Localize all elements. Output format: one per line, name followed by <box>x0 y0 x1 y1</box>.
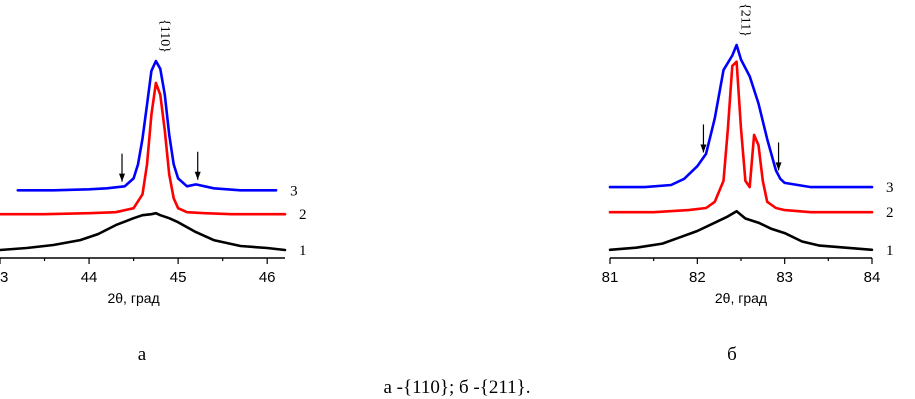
panel-a-curve-label-3: 3 <box>290 183 298 199</box>
panel-b-x-tick-label: 84 <box>864 269 881 286</box>
panel-b-series-3-line <box>608 43 874 189</box>
panel-a-arrow-head <box>194 171 201 180</box>
panel-a-peak-label: {110} <box>157 19 172 53</box>
panel-b-letter: б <box>727 344 737 365</box>
panel-a-x-tick-label: 46 <box>259 269 276 286</box>
panel-b-curve-label-2: 2 <box>886 205 894 221</box>
panel-b-curve-label-1: 1 <box>886 243 894 259</box>
panel-b-x-tick-label: 82 <box>689 269 706 286</box>
panel-a-series-3-line <box>16 59 278 192</box>
panel-b-series-1-line <box>608 209 874 252</box>
panel-b-arrow-head <box>775 162 782 171</box>
panel-a-series-1-line <box>0 211 287 252</box>
panel-a-x-tick-label: 45 <box>170 269 187 286</box>
panel-b-curve-label-3: 3 <box>886 180 894 196</box>
panel-b-series-2-line <box>608 60 874 214</box>
figure-caption: а -{110}; б -{211}. <box>383 377 530 398</box>
panel-a-curve-label-1: 1 <box>299 243 307 259</box>
panel-a-x-tick-label: 43 <box>0 269 8 286</box>
panel-b-peak-label: {211} <box>738 3 753 37</box>
panel-b-x-tick-label: 81 <box>602 269 619 286</box>
panel-a-x-tick-label: 44 <box>81 269 98 286</box>
panel-b-x-axis-title: 2θ, град <box>715 290 767 306</box>
panel-a-arrow-head <box>119 173 126 182</box>
panel-a-x-axis-title: 2θ, град <box>107 290 159 306</box>
panel-b-arrow-head <box>700 144 707 153</box>
panel-a-series-2-line <box>0 81 287 216</box>
panel-b-chart: 81 82 83 84 2θ, град 1 2 3 {211} <box>602 3 894 306</box>
panel-b-x-tick-label: 83 <box>776 269 793 286</box>
panel-a-curve-label-2: 2 <box>299 207 307 223</box>
panel-a-letter: а <box>138 344 147 365</box>
panel-a-chart: 43 44 45 46 2θ, град 1 23 {110} <box>0 19 307 306</box>
